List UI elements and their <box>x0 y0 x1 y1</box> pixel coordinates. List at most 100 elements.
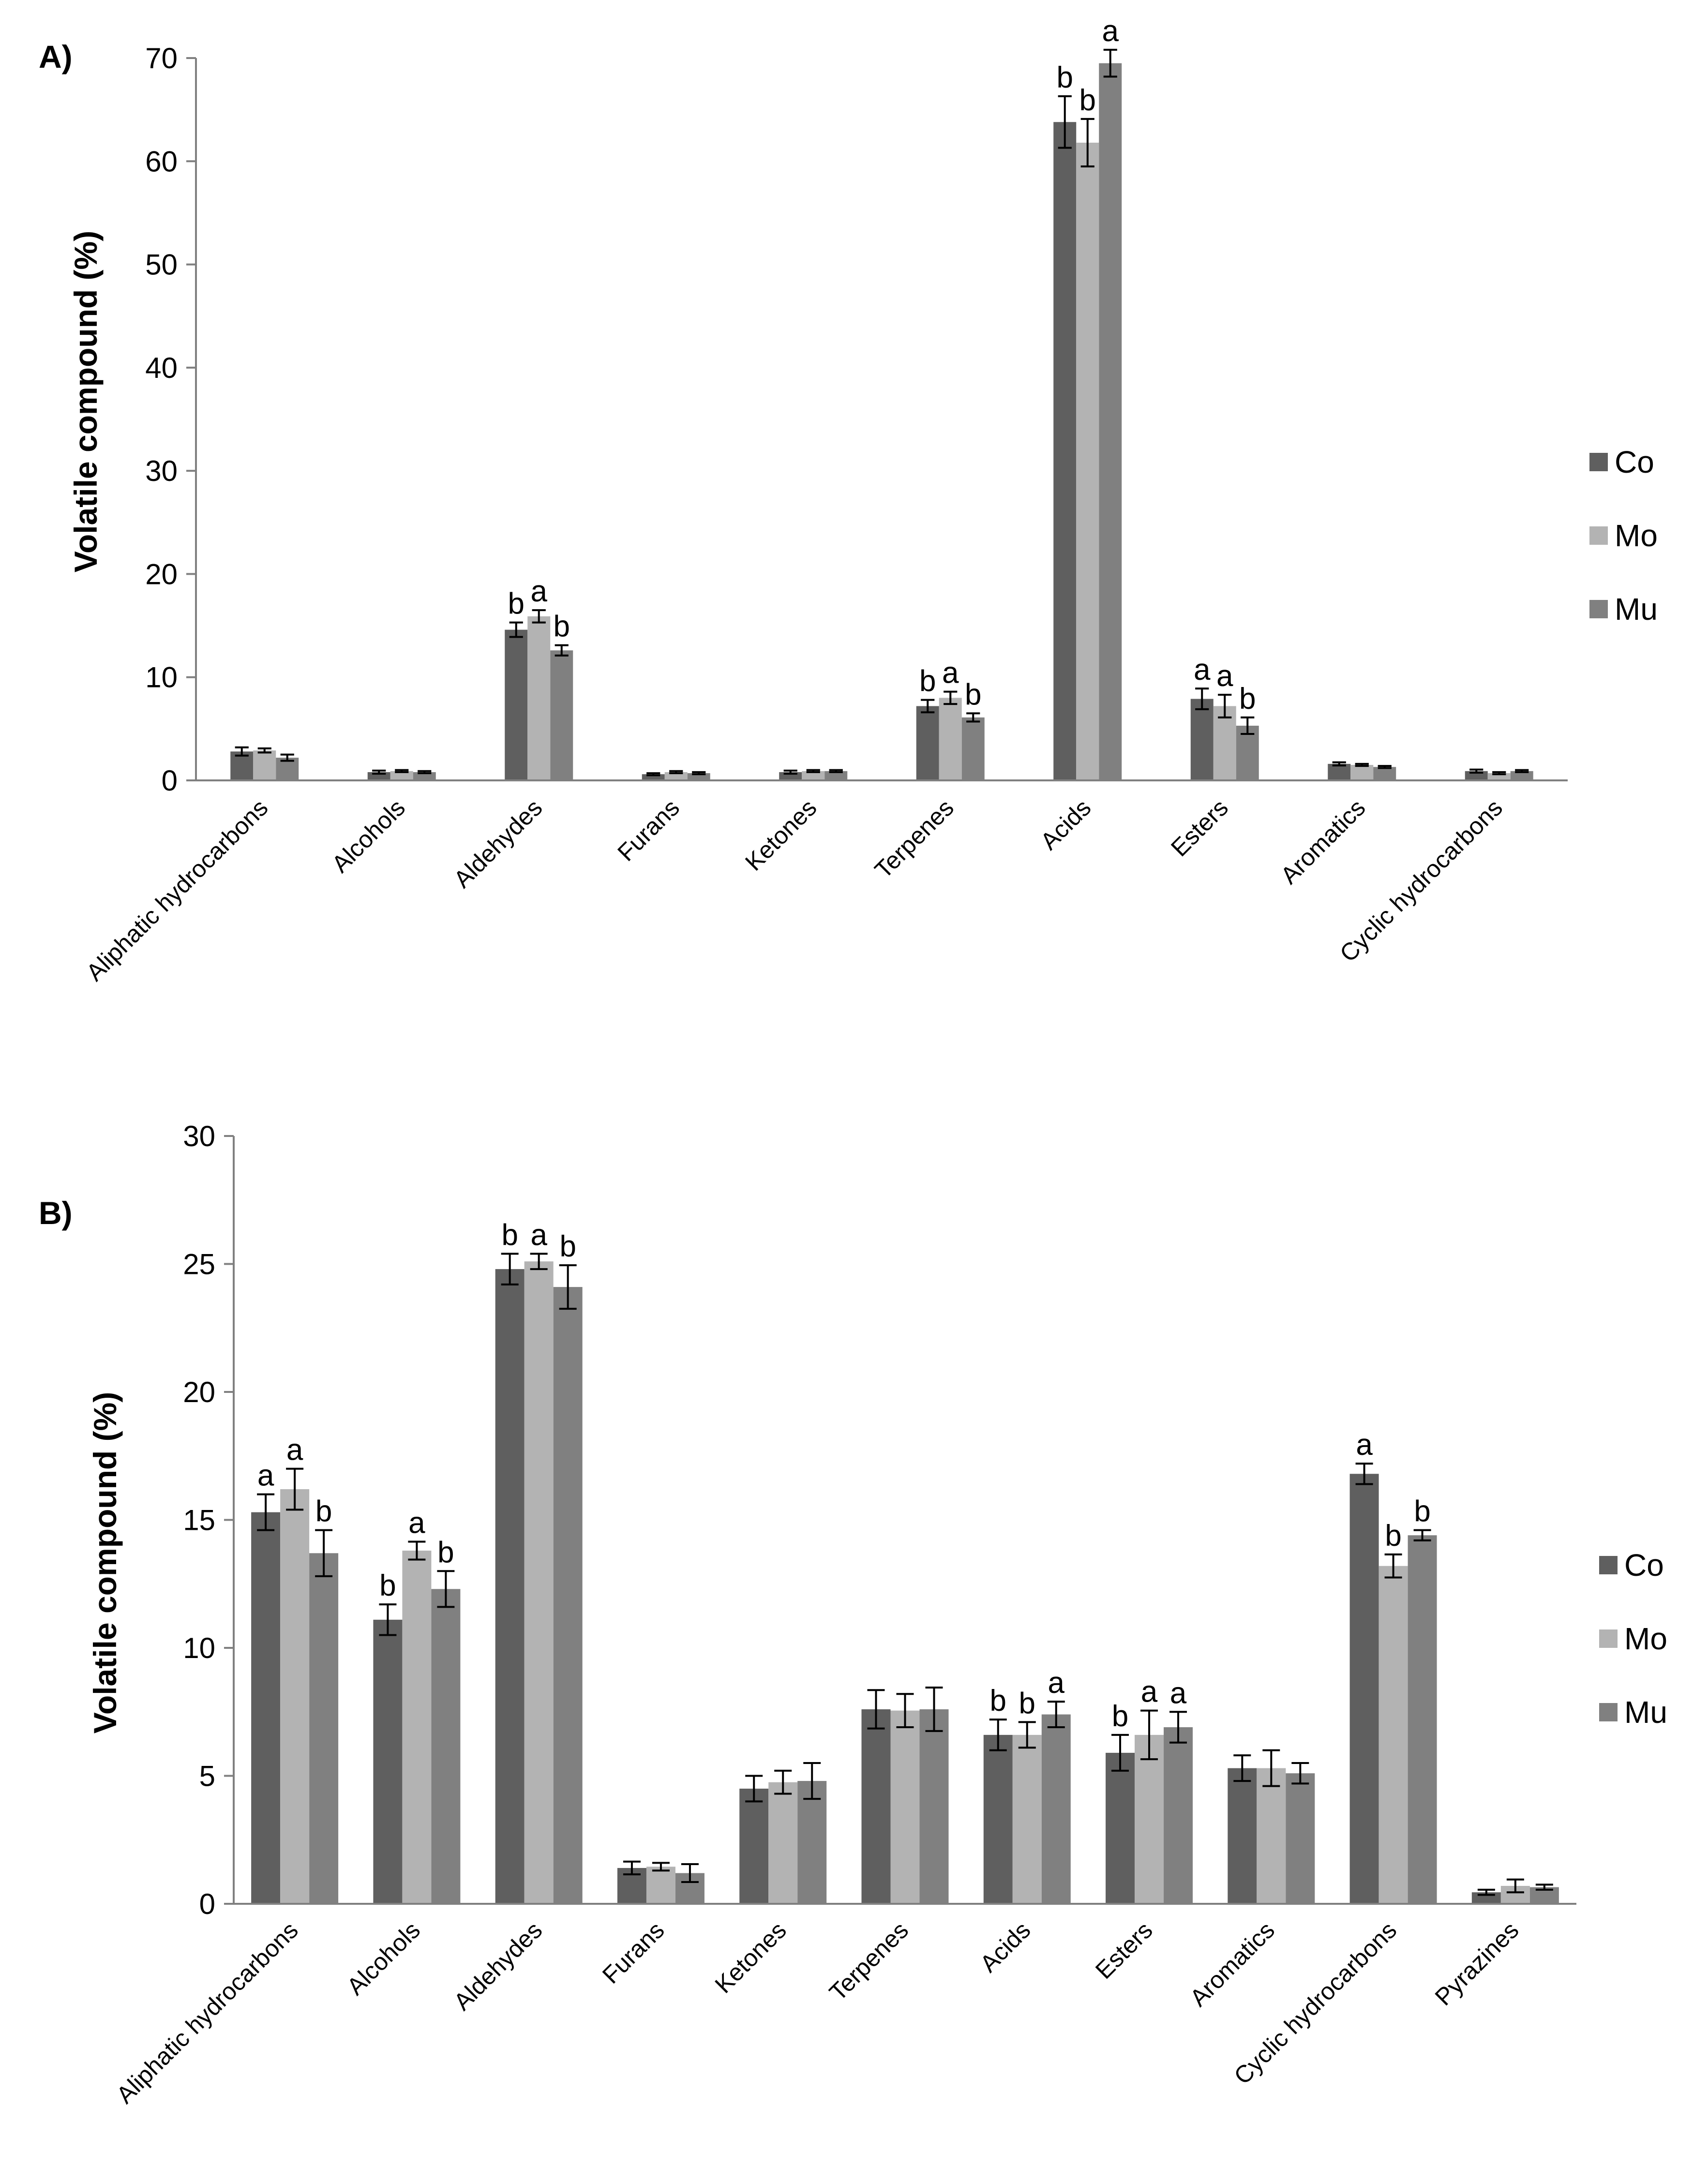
significance-letter: b <box>379 1569 396 1602</box>
significance-letter: a <box>408 1506 425 1539</box>
bar-terpenes-mu <box>919 1709 949 1904</box>
bar-furans-mo <box>646 1867 675 1904</box>
significance-letter: a <box>942 657 959 690</box>
panel-a-bars <box>230 63 1533 780</box>
panel-b-axes <box>233 1136 1576 1905</box>
significance-letter: a <box>1102 15 1119 48</box>
bar-esters-mo <box>1135 1734 1164 1904</box>
bar-alcohols-mu <box>413 772 436 780</box>
y-tick-label: 25 <box>183 1248 215 1281</box>
significance-letter: a <box>1141 1675 1158 1709</box>
y-tick-label: 10 <box>183 1632 215 1664</box>
bar-acids-mu <box>1041 1714 1071 1904</box>
significance-letter: b <box>965 678 981 711</box>
panel-b-label: B) <box>39 1195 73 1231</box>
bar-aliphatic-hydrocarbons-co <box>251 1512 281 1904</box>
legend-label-mu: Mu <box>1624 1695 1667 1730</box>
bar-ketones-mu <box>797 1781 827 1904</box>
significance-letter: b <box>508 587 524 621</box>
bar-aldehydes-mo <box>527 616 551 780</box>
y-tick-label: 0 <box>162 764 178 797</box>
y-tick-label: 0 <box>199 1888 215 1920</box>
bar-acids-mo <box>1076 142 1099 780</box>
y-tick-label: 15 <box>183 1504 215 1537</box>
bar-ketones-mo <box>768 1782 798 1904</box>
legend-swatch-mu <box>1589 600 1608 618</box>
significance-letter: a <box>1216 659 1233 693</box>
y-tick-label: 30 <box>145 455 178 487</box>
bar-cyclic-hydrocarbons-mu <box>1408 1535 1437 1904</box>
bar-aliphatic-hydrocarbons-mu <box>309 1553 339 1904</box>
bar-acids-mo <box>1012 1734 1042 1904</box>
bar-aliphatic-hydrocarbons-mo <box>280 1489 310 1904</box>
bar-ketones-mu <box>824 771 848 780</box>
bar-ketones-co <box>739 1788 769 1904</box>
y-tick-label: 40 <box>145 352 178 384</box>
significance-letter: a <box>1170 1676 1187 1710</box>
panel-a-error-bars <box>235 48 1529 777</box>
y-tick-label: 5 <box>199 1760 215 1793</box>
panel-a-y-axis-label: Volatile compound (%) <box>68 231 104 572</box>
bar-aromatics-mu <box>1286 1773 1315 1904</box>
significance-letter: b <box>1079 84 1096 117</box>
panel-a-label: A) <box>39 39 73 75</box>
panel-b-y-axis-label: Volatile compound (%) <box>87 1392 123 1734</box>
bar-aromatics-mu <box>1373 767 1396 780</box>
legend-swatch-co <box>1589 453 1608 471</box>
significance-letter: b <box>1112 1700 1128 1733</box>
bar-alcohols-mo <box>390 771 413 780</box>
significance-letter: a <box>530 1218 547 1252</box>
significance-letter: b <box>1019 1687 1035 1720</box>
y-tick-label: 30 <box>183 1120 215 1152</box>
bar-alcohols-mu <box>431 1589 461 1904</box>
significance-letter: a <box>1356 1428 1373 1462</box>
bar-aldehydes-mu <box>550 650 573 780</box>
bar-aldehydes-mu <box>553 1287 583 1904</box>
legend-label-mo: Mo <box>1615 518 1658 553</box>
bar-acids-co <box>983 1734 1013 1904</box>
y-tick-label: 20 <box>145 558 178 590</box>
bar-aldehydes-co <box>495 1269 524 1904</box>
bar-alcohols-co <box>373 1619 403 1904</box>
significance-letter: b <box>554 610 570 643</box>
significance-letter: b <box>1385 1519 1401 1553</box>
panel-b-legend: Co Mo Mu <box>1599 1548 1667 1730</box>
significance-letter: a <box>1194 653 1211 687</box>
y-tick-label: 60 <box>145 145 178 178</box>
significance-letter: b <box>559 1230 576 1263</box>
bar-aromatics-mo <box>1350 765 1374 780</box>
bar-terpenes-mu <box>961 717 985 780</box>
significance-letter: b <box>919 665 936 698</box>
significance-letter: b <box>1414 1495 1430 1528</box>
significance-letter: b <box>990 1684 1006 1718</box>
bar-terpenes-co <box>916 706 939 780</box>
significance-letter: a <box>257 1459 274 1493</box>
legend-label-co: Co <box>1615 445 1654 479</box>
bar-terpenes-mo <box>890 1710 920 1904</box>
bar-acids-co <box>1053 122 1077 780</box>
bar-cyclic-hydrocarbons-mo <box>1378 1566 1408 1904</box>
bar-esters-co <box>1106 1752 1135 1904</box>
bar-aromatics-mo <box>1257 1768 1286 1904</box>
panel-a-y-ticks: 0 10 20 30 40 50 60 70 <box>145 42 196 797</box>
bar-terpenes-co <box>861 1709 891 1904</box>
y-tick-label: 20 <box>183 1376 215 1408</box>
significance-letter: b <box>315 1495 332 1528</box>
bar-esters-mo <box>1213 706 1236 780</box>
bar-aromatics-co <box>1228 1768 1257 1904</box>
significance-letter: a <box>286 1434 303 1467</box>
panel-b-y-ticks: 0 5 10 15 20 25 30 <box>183 1120 234 1920</box>
bar-ketones-mo <box>802 771 825 780</box>
panel-a-legend: Co Mo Mu <box>1589 445 1658 627</box>
bar-furans-mo <box>664 772 688 780</box>
legend-label-mu: Mu <box>1615 592 1658 627</box>
bar-alcohols-mo <box>402 1550 432 1904</box>
bar-aldehydes-co <box>505 629 528 780</box>
bar-esters-mu <box>1164 1727 1193 1904</box>
bar-aldehydes-mo <box>524 1261 554 1904</box>
bar-terpenes-mo <box>939 698 962 780</box>
bar-esters-co <box>1190 699 1214 780</box>
